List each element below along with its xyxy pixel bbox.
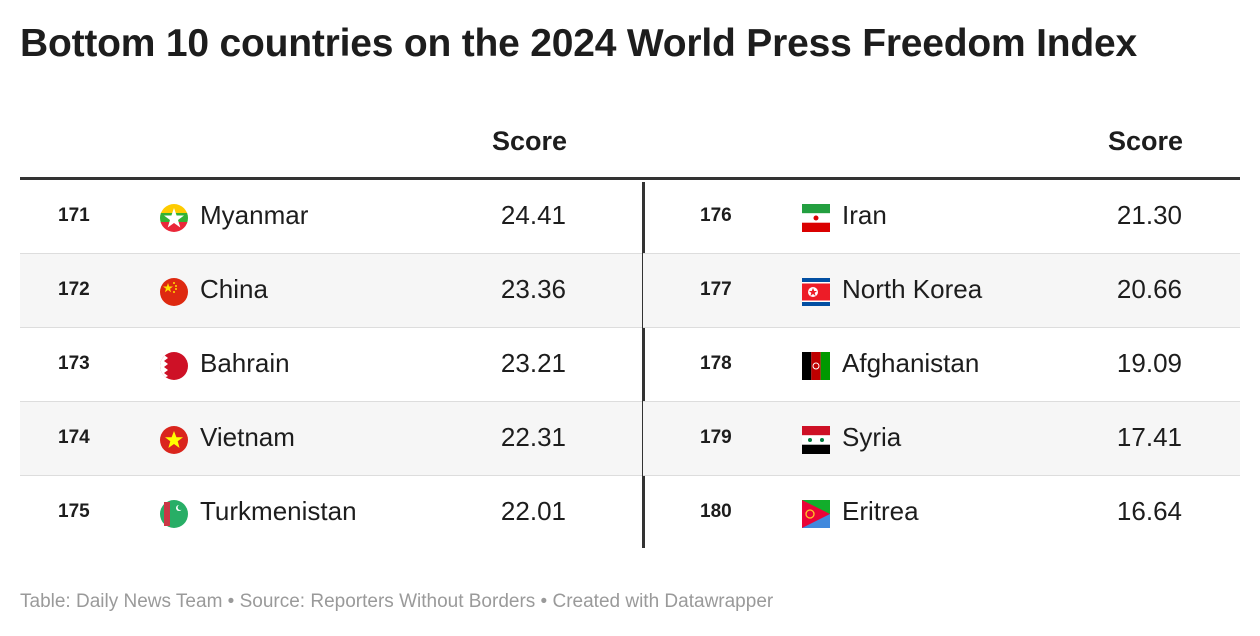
country-name: Vietnam: [200, 422, 295, 452]
score-value: 24.41: [500, 200, 566, 230]
bahrain-flag-icon: [160, 352, 188, 380]
north-korea-flag-icon: [802, 278, 830, 306]
score-value: 22.01: [500, 496, 566, 526]
country-name: Eritrea: [842, 496, 919, 526]
rank: 171: [58, 205, 90, 226]
country-name: Afghanistan: [842, 348, 980, 378]
rank: 177: [700, 279, 732, 300]
score-column-header: Score: [1108, 126, 1184, 156]
turkmenistan-flag-icon: [160, 500, 188, 528]
table-row: 172 China 23.36: [20, 254, 643, 328]
source-footer: Table: Daily News Team • Source: Reporte…: [20, 591, 774, 612]
table-header: Score: [643, 120, 1240, 180]
table-row: 173 Bahrain 23.21: [20, 328, 643, 402]
country-name: Bahrain: [200, 348, 290, 378]
table-row: 178 Afghanistan 19.09: [643, 328, 1240, 402]
score-value: 22.31: [500, 422, 566, 452]
rank: 176: [700, 205, 732, 226]
eritrea-flag-icon: [802, 500, 830, 528]
table-row: 177 North Korea 20.66: [643, 254, 1240, 328]
syria-flag-icon: [802, 426, 830, 454]
table-header: Score: [20, 120, 643, 180]
score-value: 20.66: [1116, 274, 1182, 304]
country-name: Iran: [842, 200, 887, 230]
table-row: 171 Myanmar 24.41: [20, 180, 643, 254]
score-value: 19.09: [1116, 348, 1182, 378]
afghanistan-flag-icon: [802, 352, 830, 380]
country-name: Syria: [842, 422, 902, 452]
china-flag-icon: [160, 278, 188, 306]
rank: 175: [58, 501, 90, 522]
iran-flag-icon: [802, 204, 830, 232]
rank: 179: [700, 427, 732, 448]
score-value: 23.21: [500, 348, 566, 378]
score-value: 21.30: [1116, 200, 1182, 230]
rank: 174: [58, 427, 90, 448]
table-row: 174 Vietnam 22.31: [20, 402, 643, 476]
rank: 173: [58, 353, 90, 374]
table-row: 175 Turkmenistan 22.01: [20, 476, 643, 550]
rank: 180: [700, 501, 732, 522]
country-name: Turkmenistan: [200, 496, 357, 526]
table-title: Bottom 10 countries on the 2024 World Pr…: [20, 22, 1137, 65]
table-row: 180 Eritrea 16.64: [643, 476, 1240, 550]
table-row: 179 Syria 17.41: [643, 402, 1240, 476]
score-value: 17.41: [1116, 422, 1182, 452]
country-name: North Korea: [842, 274, 983, 304]
table-left-half: Score 171 Myanmar 24.41 172 China 23.36 17…: [20, 120, 643, 550]
vietnam-flag-icon: [160, 426, 188, 454]
table-row: 176 Iran 21.30: [643, 180, 1240, 254]
myanmar-flag-icon: [160, 204, 188, 232]
country-name: China: [200, 274, 268, 304]
rank: 178: [700, 353, 732, 374]
rank: 172: [58, 279, 90, 300]
country-name: Myanmar: [200, 200, 309, 230]
column-divider: [642, 182, 645, 548]
score-column-header: Score: [492, 126, 568, 156]
score-value: 23.36: [500, 274, 566, 304]
table-right-half: Score 176 Iran 21.30 177 North Korea 20.6…: [643, 120, 1240, 550]
score-value: 16.64: [1116, 496, 1182, 526]
